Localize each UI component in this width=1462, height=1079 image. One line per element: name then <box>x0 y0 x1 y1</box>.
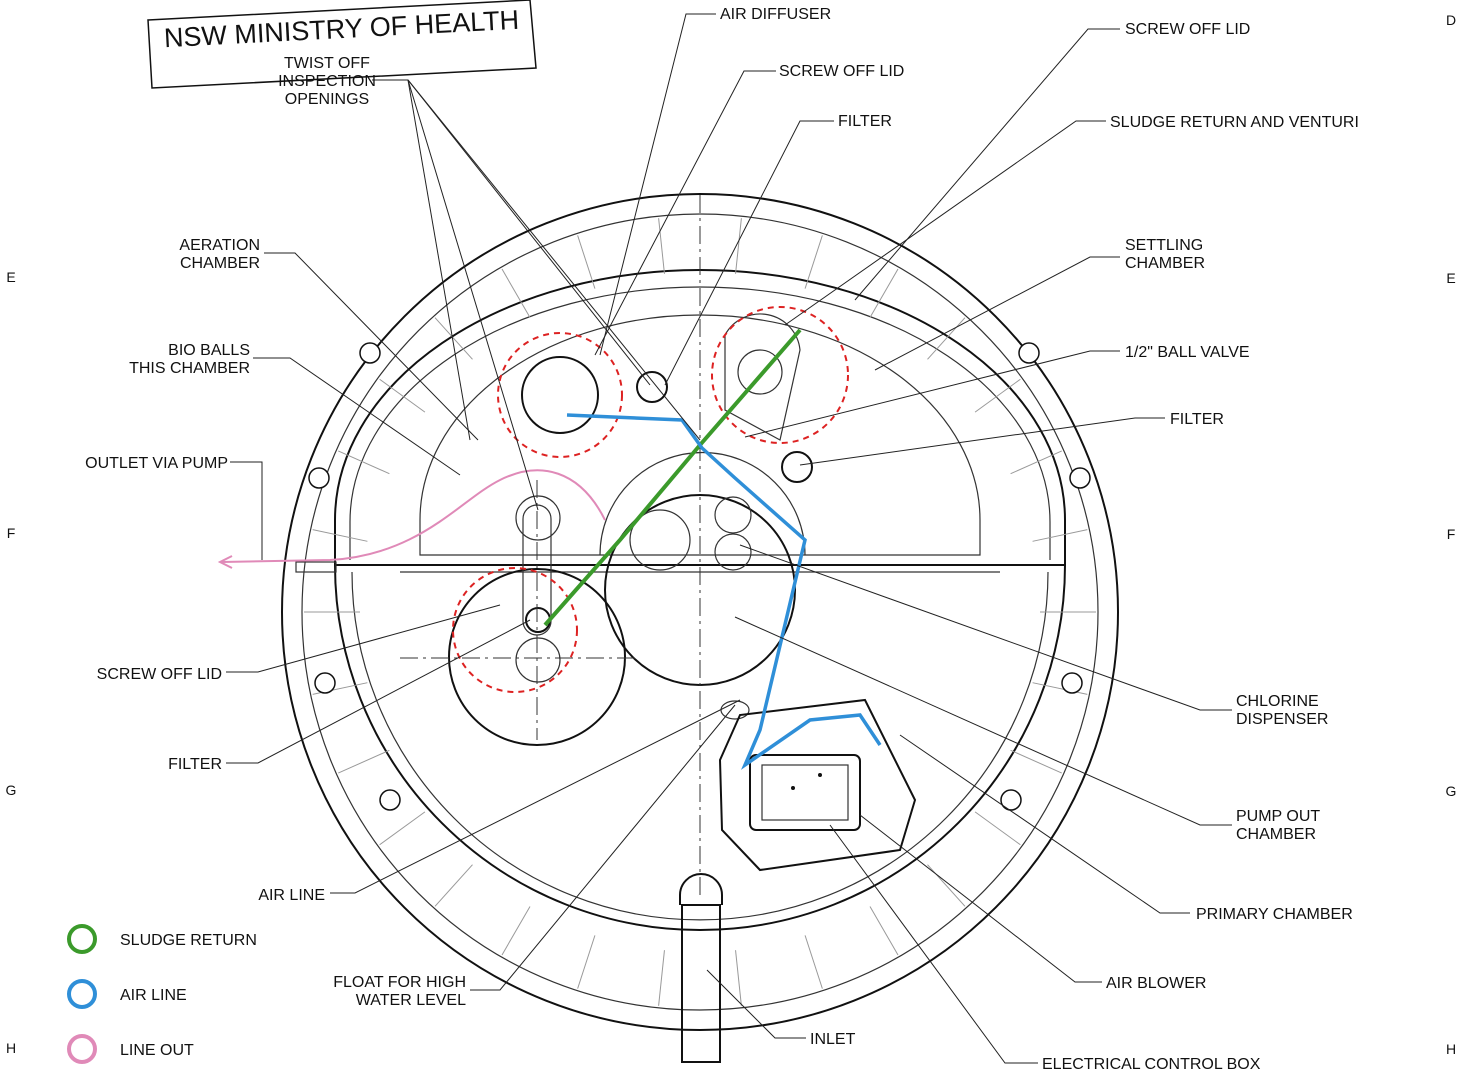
air-line <box>567 415 880 765</box>
callout-label: AIR DIFFUSER <box>720 6 831 23</box>
rib <box>338 451 389 474</box>
line-out <box>220 470 605 568</box>
rib <box>975 379 1020 412</box>
callout-label: CHAMBER <box>1236 826 1316 843</box>
bolt-hole <box>1001 790 1021 810</box>
rib <box>928 318 965 360</box>
callout-label: OUTLET VIA PUMP <box>85 455 228 472</box>
rib <box>870 269 898 317</box>
callout-label: SLUDGE RETURN AND VENTURI <box>1110 114 1359 131</box>
callout-label: FILTER <box>838 113 892 130</box>
callout-label: ELECTRICAL CONTROL BOX <box>1042 1056 1261 1073</box>
rib <box>578 935 595 988</box>
rib <box>435 318 472 360</box>
callout-label: SCREW OFF LID <box>1125 21 1250 38</box>
callout-label: PRIMARY CHAMBER <box>1196 906 1353 923</box>
callout-label: FILTER <box>168 756 222 773</box>
callout-label: AIR BLOWER <box>1106 975 1206 992</box>
legend-swatch <box>69 1036 95 1062</box>
rib <box>1033 530 1088 542</box>
rib <box>870 906 898 954</box>
callout-label: FLOAT FOR HIGH <box>333 974 466 991</box>
leaders <box>226 14 1232 1063</box>
sludge-return-line <box>545 330 800 625</box>
legend-label: LINE OUT <box>120 1042 194 1059</box>
rib <box>578 235 595 288</box>
page: {"stamp":"NSW MINISTRY OF HEALTH", "call… <box>0 0 1462 1079</box>
rib <box>975 812 1020 845</box>
callout-label: DISPENSER <box>1236 711 1328 728</box>
callout-label: THIS CHAMBER <box>129 360 250 377</box>
callout-label: AIR LINE <box>258 887 325 904</box>
callout-label: SETTLING <box>1125 237 1203 254</box>
rib <box>928 865 965 907</box>
rib <box>380 812 425 845</box>
grid-ref: G <box>6 782 17 798</box>
grid-ref: F <box>7 525 16 541</box>
rib <box>380 379 425 412</box>
callout-label: PUMP OUT <box>1236 808 1320 825</box>
bolt-hole <box>309 468 329 488</box>
bolt-hole <box>1062 673 1082 693</box>
callout-label: CHAMBER <box>180 255 260 272</box>
callout-label: OPENINGS <box>285 91 369 108</box>
bolt-hole <box>1019 343 1039 363</box>
grid-ref: E <box>6 269 15 285</box>
callout-label: AERATION <box>179 237 260 254</box>
bolt-hole <box>360 343 380 363</box>
legend: SLUDGE RETURN AIR LINE LINE OUT <box>69 926 257 1062</box>
callout-label: CHLORINE <box>1236 693 1319 710</box>
bolt-hole <box>1070 468 1090 488</box>
grid-ref: D <box>1446 12 1456 28</box>
callout-label: SCREW OFF LID <box>779 63 904 80</box>
rib <box>1011 750 1062 773</box>
rib <box>338 750 389 773</box>
diagram: NSW MINISTRY OF HEALTH TWIST OFFINSPECTI… <box>0 0 1462 1079</box>
callout-label: FILTER <box>1170 411 1224 428</box>
rib <box>659 950 665 1006</box>
rib <box>435 865 472 907</box>
rib <box>1011 451 1062 474</box>
bolt-hole <box>315 673 335 693</box>
rib <box>502 269 530 317</box>
rib <box>805 235 822 288</box>
callout-label: CHAMBER <box>1125 255 1205 272</box>
bolt-hole <box>380 790 400 810</box>
callout-label: TWIST OFF <box>284 55 370 72</box>
grid-ref: F <box>1447 526 1456 542</box>
callout-label: BIO BALLS <box>168 342 250 359</box>
callout-label: SCREW OFF LID <box>97 666 222 683</box>
grid-ref: H <box>6 1040 16 1056</box>
grid-ref: H <box>1446 1041 1456 1057</box>
legend-swatch <box>69 926 95 952</box>
callout-label: WATER LEVEL <box>356 992 466 1009</box>
rib <box>502 906 530 954</box>
callout-label: INLET <box>810 1031 856 1048</box>
tank <box>282 194 1118 1062</box>
legend-label: AIR LINE <box>120 987 187 1004</box>
rib <box>805 935 822 988</box>
rib <box>659 218 665 274</box>
legend-swatch <box>69 981 95 1007</box>
grid-ref: G <box>1446 783 1457 799</box>
legend-label: SLUDGE RETURN <box>120 932 257 949</box>
grid-ref: E <box>1446 270 1455 286</box>
callout-label: 1/2" BALL VALVE <box>1125 344 1250 361</box>
rib <box>313 530 368 542</box>
callout-label: INSPECTION <box>278 73 376 90</box>
rib <box>736 950 742 1006</box>
